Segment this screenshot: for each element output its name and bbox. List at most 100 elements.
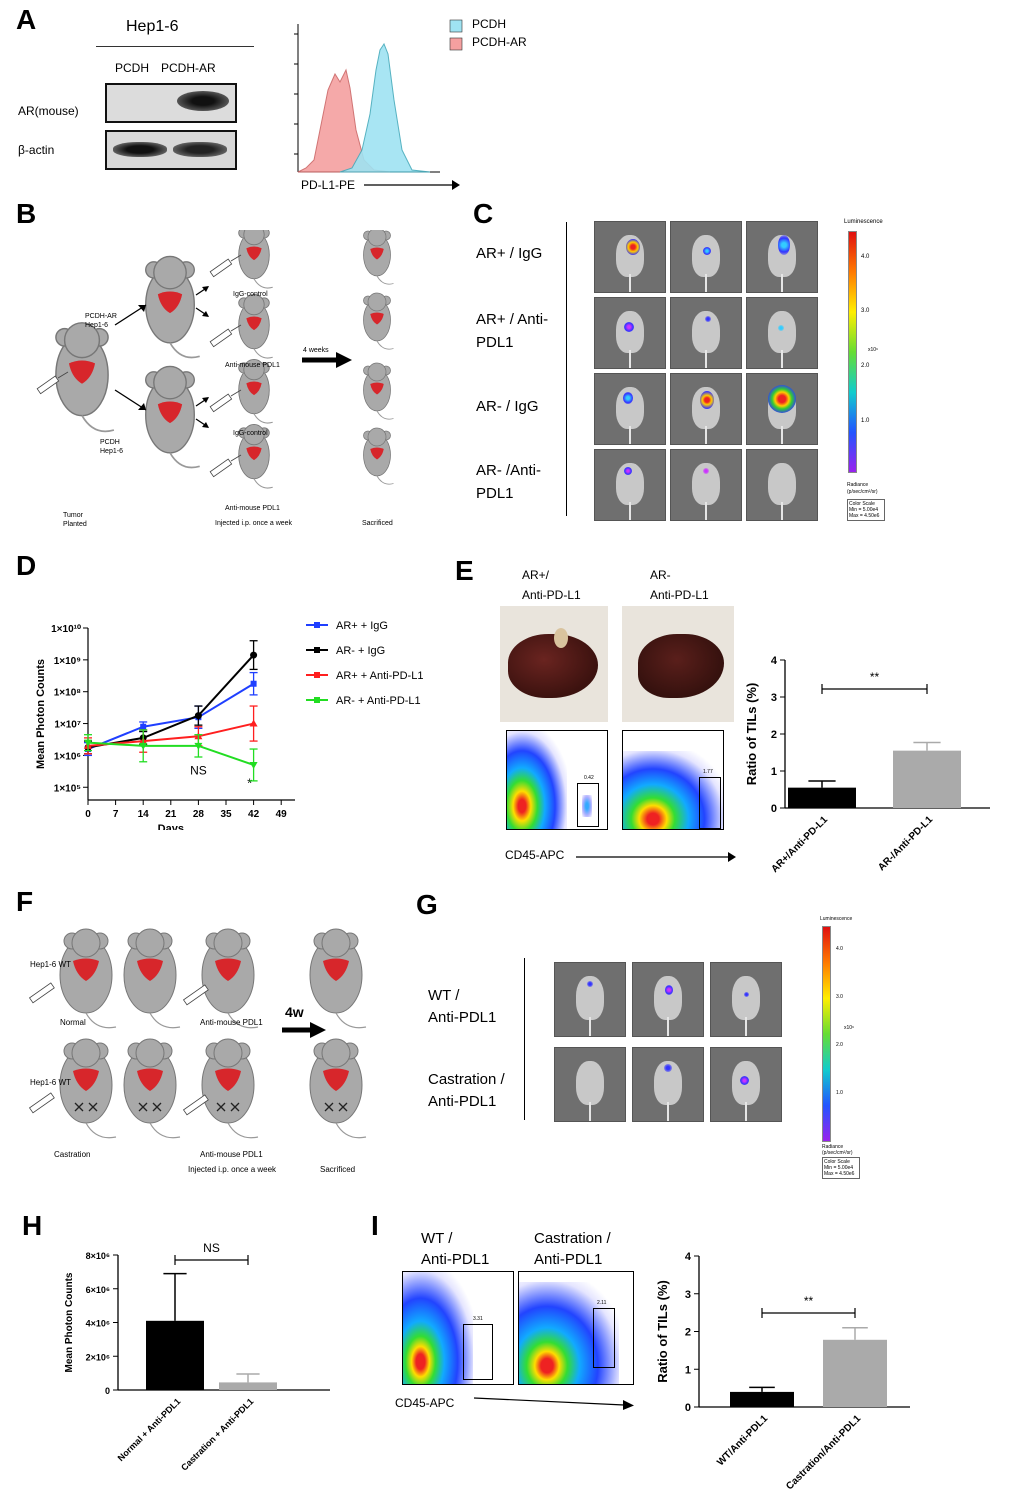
i-col1-l2: Anti-PDL1: [421, 1251, 490, 1268]
c-radiance: Radiance (p/sec/cm²/sr): [847, 482, 878, 496]
c-cs-l3: Max = 4.50e6: [849, 513, 880, 519]
label-pcdh-ar-line2: Hep1-6: [85, 322, 108, 329]
d-point: [249, 761, 258, 769]
e-liver-photo-2: [622, 606, 734, 722]
i-gate-value-1: 3.31: [473, 1316, 483, 1322]
bar-y-tick-label: 4: [685, 1251, 692, 1263]
c-image-1-3: [746, 221, 818, 293]
panel-label-a: A: [16, 4, 37, 35]
d-line-3: [87, 741, 254, 766]
d-x-tick-label: 28: [193, 809, 205, 820]
f-mouse-castration: [59, 1038, 117, 1139]
label-pcdh-hep: PCDH Hep1-6: [100, 438, 123, 456]
label-pcdh-line2: Hep1-6: [100, 448, 123, 455]
f-mouse-anti-1: [201, 928, 259, 1029]
label-tumor: Tumor: [63, 512, 83, 519]
cell-line-label: Hep1-6: [126, 18, 179, 35]
c-tick-4: 1.0: [861, 418, 870, 424]
chart-d: 0 7 14 21 28 35 42 49 1×10⁵ 1×10⁶ 1×10⁷ 1×10⁸ 1×10⁹ 1…: [35, 620, 423, 830]
bar-y-tick-label: 2: [771, 729, 777, 741]
chart-h: 0 2×10⁶ 4×10⁶ 6×10⁶ 8×10⁶ Mean Photon Counts N…: [64, 1241, 330, 1473]
d-legend-label: AR- + Anti-PD-L1: [336, 695, 421, 707]
i-flow-density-1: [403, 1272, 473, 1384]
g-row1-l2: Anti-PDL1: [428, 1009, 497, 1026]
d-legend-marker: [314, 647, 320, 653]
d-x-tick-label: 7: [113, 809, 119, 820]
label-pcdh-ar-hep: PCDH-AR Hep1-6: [85, 312, 117, 330]
d-legend: AR+ + IgG AR- + IgG AR+ + Anti-PD-L1 AR- + …: [306, 620, 423, 707]
sig-label: **: [870, 670, 880, 684]
c-unit: x10⁶: [868, 347, 879, 353]
c-colorscale-box: Color Scale Min = 5.00e4 Max = 4.50e6: [847, 499, 885, 521]
row-label-ar: AR(mouse): [18, 104, 79, 118]
d-line-1: [87, 654, 255, 749]
e-liver-1: [508, 634, 598, 698]
c-color-bar: [848, 231, 857, 473]
d-y-tick-label: 1×10⁶: [54, 751, 81, 762]
e-flow-x-label: CD45-APC: [505, 848, 565, 862]
g-divider: [524, 958, 525, 1120]
g-image-1-3: [710, 962, 782, 1037]
d-x-tick-label: 14: [138, 809, 150, 820]
d-legend-label: AR+ + Anti-PD-L1: [336, 670, 423, 682]
panel-label-b: B: [16, 198, 37, 229]
g-row2-l2: Anti-PDL1: [428, 1093, 497, 1110]
e-col2-l1: AR-: [650, 568, 671, 582]
bar-category-label-1: Castration + Anti-PDL1: [179, 1396, 255, 1472]
c-cs-l2: Min = 5.00e4: [849, 507, 879, 513]
blot-ar-strip: [105, 83, 237, 123]
syringe-icon-2: [209, 254, 242, 278]
d-point: [194, 712, 202, 720]
panel-label-i: I: [371, 1210, 379, 1241]
c-image-2-3: [746, 297, 818, 369]
i-gate-value-2: 2.11: [597, 1300, 607, 1306]
c-image-2-1: [594, 297, 666, 369]
label-treat-2: Anti-mouse PDL1: [225, 362, 280, 369]
f-label-injected: Injected i.p. once a week: [188, 1165, 277, 1174]
d-y-tick-label: 1×10⁵: [54, 783, 82, 794]
label-treat-1: IgG-control: [233, 291, 268, 298]
bar-category-label-0: WT/Anti-PDL1: [715, 1413, 770, 1468]
f-mouse-sacrificed-2: [309, 1038, 367, 1139]
panel-label-h: H: [22, 1210, 43, 1241]
bar-y-tick-label: 2: [685, 1327, 691, 1339]
bar-y-tick-label: 2×10⁶: [86, 1352, 110, 1362]
g-radiance-l1: Radiance: [822, 1144, 844, 1150]
g-row1-l1: WT /: [428, 987, 460, 1004]
d-series: [84, 640, 258, 782]
bar-category-label-1: Castration/Anti-PDL1: [784, 1413, 863, 1492]
bar-1: [893, 750, 961, 808]
g-tick-1: 4.0: [836, 946, 843, 952]
g-tick-3: 2.0: [836, 1042, 843, 1048]
schematic-b: [36, 230, 394, 489]
i-col1-l1: WT /: [421, 1230, 453, 1247]
c-divider: [566, 222, 567, 516]
bar-0: [146, 1320, 204, 1390]
bar-0: [788, 787, 856, 808]
blot-actin-strip: [105, 130, 237, 170]
e-col2-l2: Anti-PD-L1: [650, 588, 709, 602]
c-image-3-3: [746, 373, 818, 445]
f-label-hep-wt-2: Hep1-6 WT: [30, 1078, 71, 1087]
i-flow-plot-2: 2.11: [518, 1271, 634, 1385]
g-colorscale-box: Color Scale Min = 5.00e4 Max = 4.50e6: [822, 1157, 860, 1179]
mouse-anti-1: [238, 293, 274, 359]
flow-histogram: [294, 19, 463, 173]
label-treat-3: IgG-control: [233, 430, 268, 437]
bar-0: [730, 1391, 794, 1407]
f-label-sacrificed: Sacrificed: [320, 1165, 356, 1174]
bar-y-tick-label: 0: [685, 1402, 691, 1414]
c-cs-l1: Color Scale: [849, 501, 875, 507]
bar-y-tick-label: 1: [771, 766, 777, 778]
bar-y-tick-label: 3: [771, 692, 777, 704]
c-tick-1: 4.0: [861, 254, 870, 260]
mouse-sacrificed-2: [363, 292, 394, 350]
c-radiance-l1: Radiance: [847, 482, 869, 488]
legend-label-pcdh: PCDH: [472, 17, 507, 31]
g-radiance: Radiance (p/sec/cm²/sr): [822, 1144, 853, 1156]
d-y-tick-label: 1×10⁹: [54, 656, 82, 667]
legend-swatch-pcdh-ar: [449, 37, 463, 51]
blot-band-actin-2: [173, 142, 227, 157]
d-y-tick-label: 1×10¹⁰: [51, 624, 81, 635]
g-cs-l3: Max = 4.50e6: [824, 1171, 855, 1177]
